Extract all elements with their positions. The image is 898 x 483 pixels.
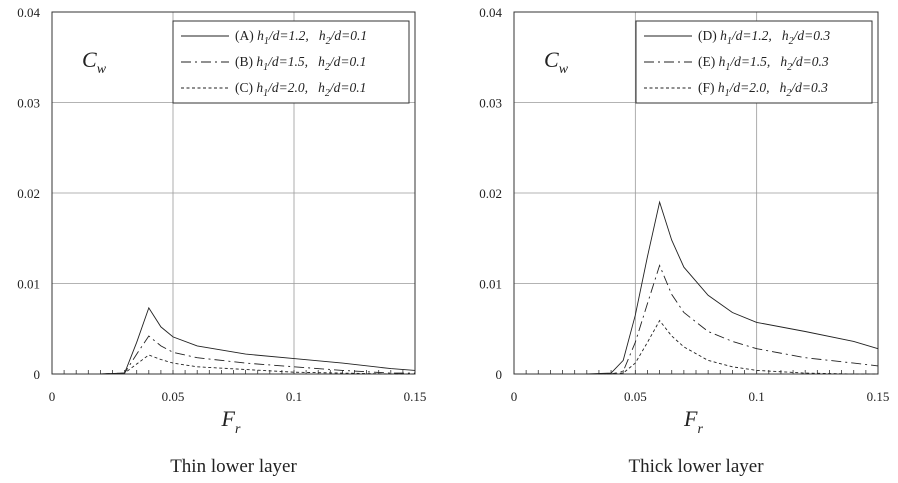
y-tick-label: 0.04 <box>17 5 40 20</box>
x-tick-label: 0.05 <box>162 389 185 404</box>
series-line-e <box>586 264 879 375</box>
y-axis-label: Cw <box>82 47 107 77</box>
legend-entry: (D) h1/d=1.2, h2/d=0.3 <box>698 28 830 47</box>
y-tick-label: 0.01 <box>479 277 502 292</box>
y-tick-label: 0.03 <box>479 96 502 111</box>
y-tick-label: 0.02 <box>17 186 40 201</box>
x-tick-label: 0 <box>511 389 518 404</box>
y-axis-label: Cw <box>544 47 569 77</box>
series-line-b <box>100 335 415 375</box>
x-tick-label: 0.15 <box>867 389 890 404</box>
x-axis-label: Fr <box>221 406 241 437</box>
x-tick-label: 0.1 <box>286 389 302 404</box>
legend-box <box>635 20 873 104</box>
legend: (D) h1/d=1.2, h2/d=0.3 (E) h1/d=1.5, h2/d… <box>635 20 873 104</box>
series-line-d <box>586 200 879 375</box>
series-line-a <box>100 306 416 375</box>
x-tick-label: 0 <box>49 389 56 404</box>
legend-entry: (E) h1/d=1.5, h2/d=0.3 <box>698 54 829 73</box>
chart-panel-1: 0 0.05 0.1 0.15 0 0.01 0.02 0.03 0.04 Cw Fr Thin lo… <box>17 5 426 477</box>
y-tick-label: 0.04 <box>479 5 502 20</box>
legend-entry: (F) h1/d=2.0, h2/d=0.3 <box>698 80 828 99</box>
y-tick-label: 0.01 <box>17 277 40 292</box>
legend-entry: (B) h1/d=1.5, h2/d=0.1 <box>235 54 366 73</box>
y-tick-label: 0 <box>496 367 503 382</box>
y-tick-label: 0 <box>34 367 41 382</box>
legend-box <box>172 20 410 104</box>
legend: (A) h1/d=1.2, h2/d=0.1 (B) h1/d=1.5, h2/d… <box>172 20 410 104</box>
series-line-f <box>586 319 878 375</box>
legend-entry: (C) h1/d=2.0, h2/d=0.1 <box>235 80 366 99</box>
x-axis-label: Fr <box>683 406 703 437</box>
x-tick-label: 0.1 <box>749 389 765 404</box>
panel-caption: Thick lower layer <box>628 456 764 477</box>
legend-entry: (A) h1/d=1.2, h2/d=0.1 <box>235 28 367 47</box>
panel-caption: Thin lower layer <box>170 456 297 477</box>
x-tick-label: 0.15 <box>404 389 427 404</box>
chart-panel-2: 0 0.05 0.1 0.15 0 0.01 0.02 0.03 0.04 Cw Fr Thick l… <box>479 5 889 477</box>
y-tick-label: 0.03 <box>17 96 40 111</box>
y-tick-label: 0.02 <box>479 186 502 201</box>
x-tick-label: 0.05 <box>624 389 647 404</box>
